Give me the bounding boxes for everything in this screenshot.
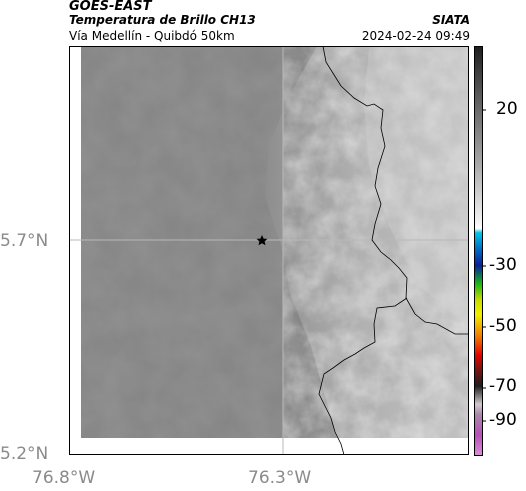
lon-tick-label: 76.3°W (248, 468, 312, 488)
satellite-map[interactable] (69, 46, 469, 455)
map-border (69, 46, 469, 455)
source-label: SIATA (432, 13, 470, 27)
boundary-line (322, 46, 469, 335)
colorbar-tick-label: -70 (489, 376, 517, 396)
colorbar-tick-label: -90 (489, 410, 517, 430)
lat-tick-label: 5.2°N (0, 444, 49, 464)
colorbar-tick-label: -30 (489, 255, 517, 275)
colorbar-tick-label: -50 (489, 316, 517, 336)
star-marker (256, 235, 268, 246)
product-title: Temperatura de Brillo CH13 (69, 13, 256, 27)
lon-tick-label: 76.8°W (32, 468, 96, 488)
satellite-title: GOES-EAST (69, 0, 152, 14)
brightness-temperature-field (81, 46, 469, 438)
colorbar-tick-label: 20 (496, 99, 518, 119)
boundary-line-south (318, 297, 408, 455)
lat-tick-label: 5.7°N (0, 231, 49, 251)
colorbar (474, 46, 486, 456)
timestamp: 2024-02-24 09:49 (361, 29, 470, 43)
route-subtitle: Vía Medellín - Quibdó 50km (69, 29, 235, 43)
